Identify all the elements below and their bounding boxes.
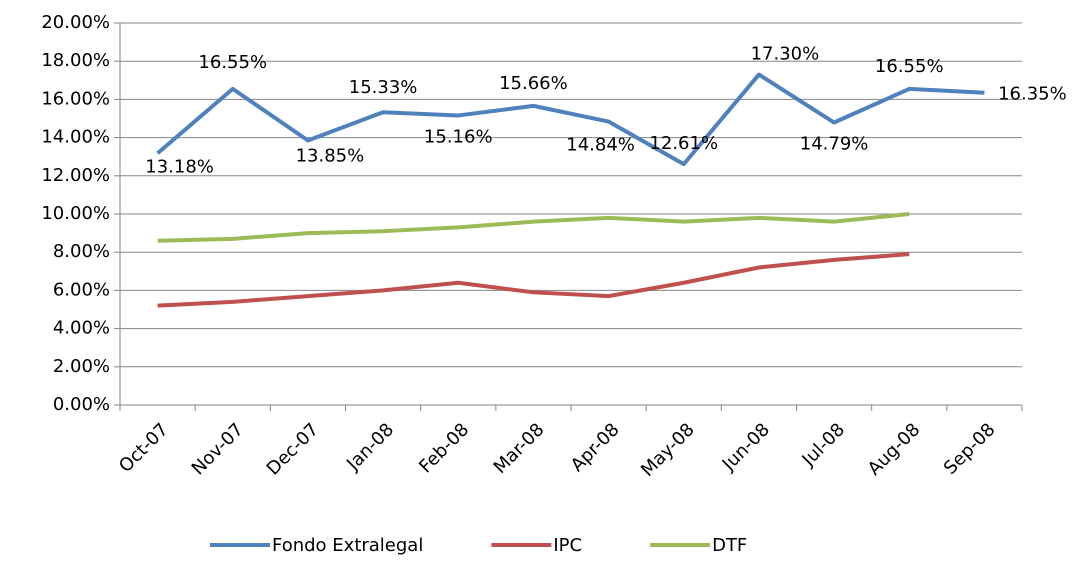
legend-label: Fondo Extralegal: [272, 535, 423, 556]
data-label: 15.66%: [499, 73, 568, 94]
y-tick-label: 0.00%: [53, 394, 110, 415]
x-tick-label: Mar-08: [490, 419, 549, 478]
x-tick-label: Sep-08: [940, 419, 1000, 479]
series-line: [156, 72, 985, 167]
x-tick-label: Jul-08: [797, 419, 849, 471]
y-tick-label: 6.00%: [53, 279, 110, 300]
series-line: [157, 252, 910, 308]
y-tick-label: 16.00%: [41, 88, 110, 109]
data-label: 16.55%: [875, 56, 944, 77]
x-tick-label: Nov-07: [188, 419, 248, 479]
y-tick-label: 8.00%: [53, 241, 110, 262]
data-label: 12.61%: [649, 133, 718, 154]
y-tick-label: 12.00%: [41, 165, 110, 186]
data-label: 15.16%: [424, 126, 493, 147]
data-label: 15.33%: [349, 77, 418, 98]
y-tick-label: 18.00%: [41, 50, 110, 71]
x-tick-label: May-08: [637, 419, 699, 481]
x-tick-label: Jun-08: [718, 419, 774, 475]
data-label: 13.85%: [296, 145, 365, 166]
y-tick-label: 14.00%: [41, 127, 110, 148]
x-tick-label: Feb-08: [415, 419, 473, 477]
x-tick-label: Oct-07: [115, 419, 173, 477]
y-tick-label: 4.00%: [53, 318, 110, 339]
data-label: 14.79%: [800, 134, 869, 155]
data-label: 17.30%: [751, 44, 820, 65]
legend-label: IPC: [553, 535, 582, 556]
data-label: 16.35%: [998, 84, 1067, 105]
x-tick-label: Dec-07: [263, 419, 323, 479]
x-tick-label: Aug-08: [864, 419, 924, 479]
y-tick-label: 20.00%: [41, 12, 110, 33]
data-label: 16.55%: [198, 52, 267, 73]
y-tick-label: 10.00%: [41, 203, 110, 224]
y-tick-label: 2.00%: [53, 356, 110, 377]
legend-label: DTF: [712, 535, 747, 556]
data-label: 13.18%: [145, 156, 214, 177]
x-tick-label: Apr-08: [567, 419, 624, 476]
data-label: 14.84%: [566, 135, 635, 156]
x-tick-label: Jan-08: [342, 419, 398, 475]
series-line: [157, 212, 910, 243]
